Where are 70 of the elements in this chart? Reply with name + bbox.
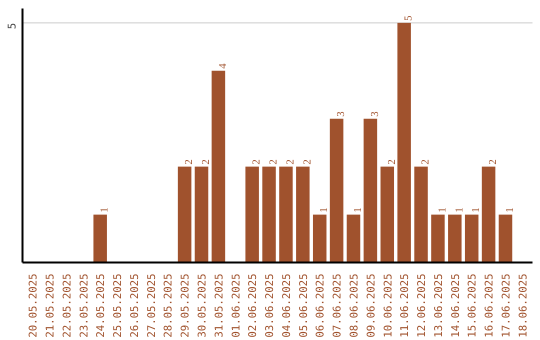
bar <box>296 166 310 262</box>
bar <box>279 166 293 262</box>
data-label: 2 <box>201 159 212 165</box>
bar <box>397 22 411 262</box>
x-tick-label: 09.06.2025 <box>364 274 378 338</box>
data-label: 1 <box>471 207 482 213</box>
x-tick-label: 11.06.2025 <box>398 274 412 338</box>
x-tick-label: 31.05.2025 <box>212 274 226 338</box>
bar <box>482 166 496 262</box>
data-label: 3 <box>370 111 381 117</box>
x-tick-label: 26.05.2025 <box>128 274 141 338</box>
x-tick-label: 13.06.2025 <box>432 274 445 338</box>
bar <box>178 166 192 262</box>
bar <box>93 214 107 262</box>
x-tick-label: 08.06.2025 <box>347 274 360 338</box>
bar <box>212 70 226 262</box>
data-label: 2 <box>285 159 296 165</box>
x-tick-label: 17.06.2025 <box>499 274 512 338</box>
data-label: 2 <box>420 159 432 165</box>
bar <box>380 166 394 262</box>
x-tick-label: 10.06.2025 <box>381 274 394 338</box>
x-tick-label: 22.05.2025 <box>60 274 74 338</box>
data-label: 2 <box>386 159 398 165</box>
data-label: 1 <box>454 207 466 213</box>
x-tick-label: 14.06.2025 <box>448 274 462 338</box>
data-label: 1 <box>319 207 330 213</box>
data-label: 1 <box>352 207 364 213</box>
data-label: 1 <box>100 207 111 213</box>
x-tick-label: 20.05.2025 <box>26 274 40 338</box>
x-tick-label: 06.06.2025 <box>314 274 327 338</box>
bar <box>364 118 378 262</box>
data-label: 2 <box>302 159 314 165</box>
bar <box>330 118 344 262</box>
bar <box>498 214 512 262</box>
bar <box>262 166 276 262</box>
bar <box>464 214 478 262</box>
data-label: 1 <box>437 207 448 213</box>
data-label: 1 <box>504 207 516 213</box>
x-tick-label: 15.06.2025 <box>466 274 479 338</box>
data-label: 2 <box>268 159 280 165</box>
x-tick-label: 27.05.2025 <box>144 274 158 338</box>
data-label: 2 <box>488 159 500 165</box>
x-tick-label: 02.06.2025 <box>246 274 260 338</box>
x-tick-label: 21.05.2025 <box>44 274 57 338</box>
data-label: 5 <box>404 16 415 21</box>
x-tick-label: 05.06.2025 <box>296 274 310 338</box>
x-tick-label: 24.05.2025 <box>94 274 108 338</box>
x-tick-label: 23.05.2025 <box>77 274 90 338</box>
data-label: 2 <box>252 159 263 165</box>
data-label: 2 <box>184 159 196 165</box>
x-tick-label: 18.06.2025 <box>516 274 530 338</box>
x-tick-label: 16.06.2025 <box>482 274 496 338</box>
bar <box>431 214 445 262</box>
x-tick-label: 25.05.2025 <box>111 274 124 338</box>
data-label: 4 <box>218 62 229 69</box>
bar <box>245 166 259 262</box>
x-tick-label: 04.06.2025 <box>280 274 293 338</box>
x-tick-label: 30.05.2025 <box>196 274 209 338</box>
bar <box>194 166 208 262</box>
bar <box>346 214 360 262</box>
x-tick-label: 28.05.2025 <box>162 274 175 338</box>
x-tick-label: 29.05.2025 <box>178 274 192 338</box>
x-tick-label: 07.06.2025 <box>330 274 344 338</box>
bar <box>312 214 326 262</box>
x-tick-label: 03.06.2025 <box>263 274 276 338</box>
x-tick-label: 12.06.2025 <box>415 274 428 338</box>
bar <box>414 166 428 262</box>
bar <box>448 214 462 262</box>
data-label: 3 <box>336 111 348 117</box>
x-tick-label: 01.06.2025 <box>229 274 242 338</box>
